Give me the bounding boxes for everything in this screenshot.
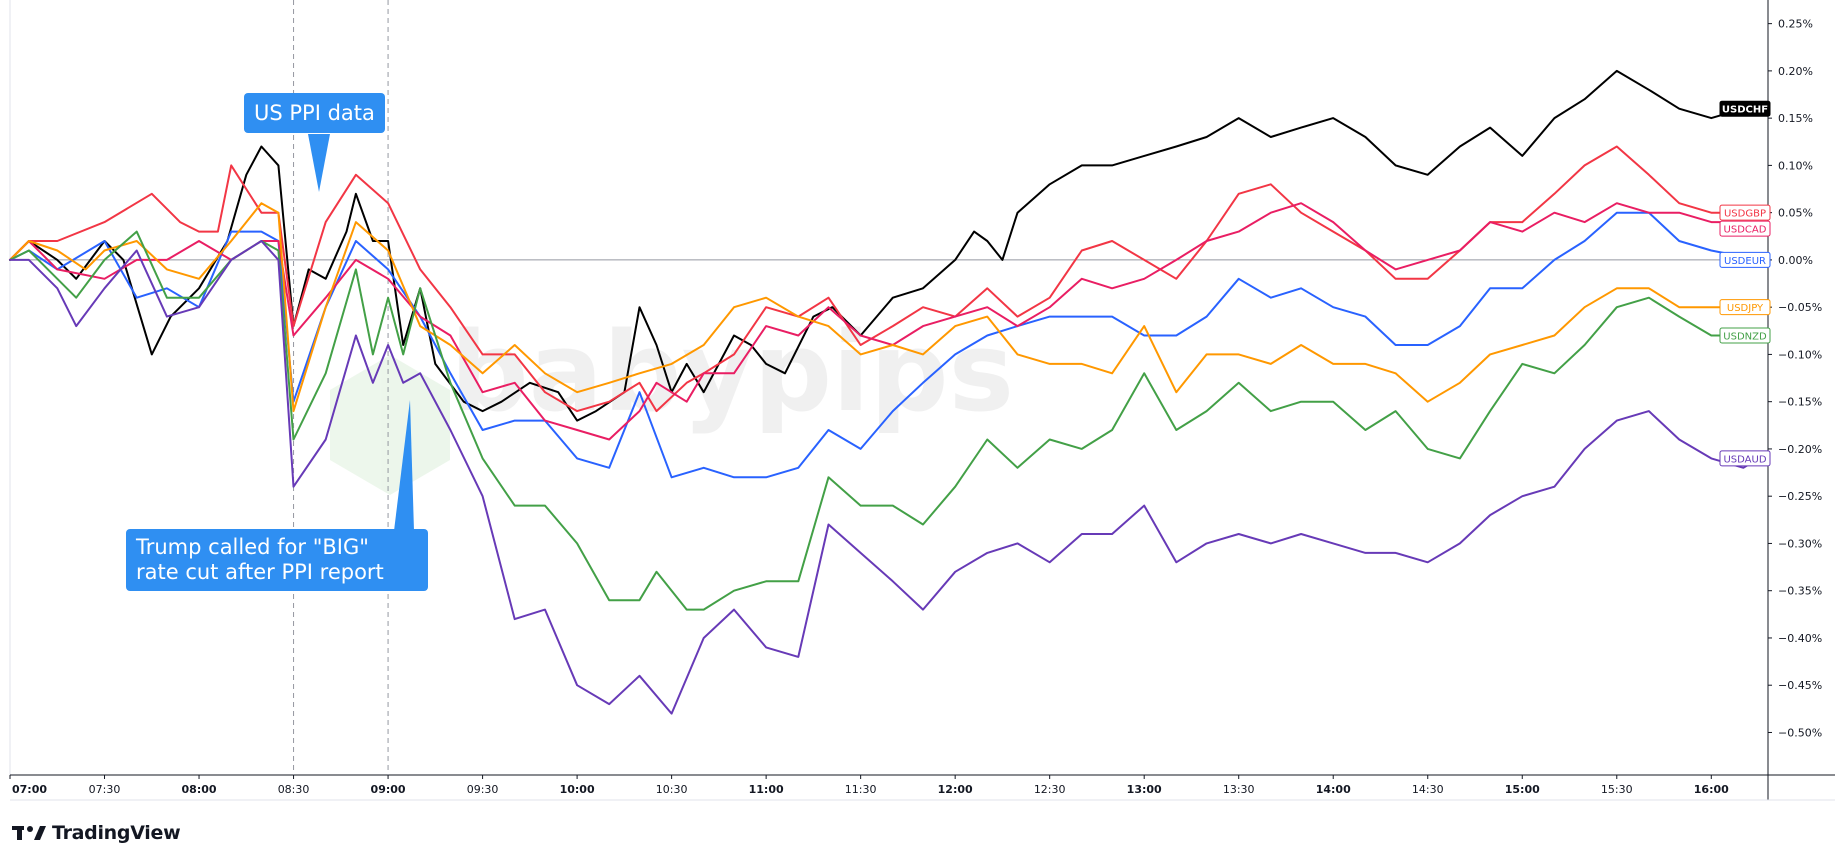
series-label-usdaud: USDAUD — [1723, 454, 1766, 465]
babypips-watermark-text: babypips — [450, 308, 1014, 436]
y-tick-label: 0.15% — [1778, 112, 1813, 125]
series-line-usdgbp — [9, 145, 1760, 413]
y-tick-label: −0.20% — [1778, 443, 1822, 456]
series-label-usdnzd: USDNZD — [1723, 332, 1767, 343]
callout-trump-rate-cut: Trump called for "BIG" rate cut after PP… — [126, 529, 428, 591]
series-label-usdcad: USDCAD — [1724, 225, 1767, 236]
y-tick-label: 0.05% — [1778, 207, 1813, 220]
callout-trump-line-2: rate cut after PPI report — [136, 560, 384, 584]
series-label-usdchf: USDCHF — [1722, 105, 1768, 116]
callout-trump-line-1: Trump called for "BIG" — [136, 535, 369, 559]
y-tick-label: −0.25% — [1778, 490, 1822, 503]
x-tick-label: 07:00 — [12, 783, 47, 796]
y-tick-label: −0.10% — [1778, 348, 1822, 361]
x-tick-label: 14:00 — [1316, 783, 1351, 796]
series-line-usdnzd — [9, 230, 1760, 611]
x-tick-label: 12:30 — [1034, 783, 1066, 796]
x-tick-label: 10:30 — [656, 783, 688, 796]
x-tick-label: 08:00 — [182, 783, 217, 796]
y-tick-label: −0.35% — [1778, 585, 1822, 598]
x-tick-label: 15:00 — [1505, 783, 1540, 796]
x-tick-label: 11:30 — [845, 783, 877, 796]
x-tick-label: 14:30 — [1412, 783, 1444, 796]
y-tick-label: −0.40% — [1778, 632, 1822, 645]
series-label-box-usdaud — [1719, 450, 1771, 467]
tradingview-logo-icon — [12, 826, 46, 840]
series-label-box-usdgbp — [1719, 204, 1771, 221]
series-label-box-usdeur — [1719, 251, 1771, 268]
series-label-box-usdcad — [1719, 220, 1771, 237]
x-tick-label: 11:00 — [749, 783, 784, 796]
x-tick-label: 10:00 — [560, 783, 595, 796]
callout-us-ppi: US PPI data — [244, 93, 385, 133]
y-tick-label: −0.30% — [1778, 537, 1822, 550]
series-label-usdgbp: USDGBP — [1724, 209, 1766, 220]
series-label-box-usdnzd — [1719, 327, 1771, 344]
x-tick-label: 16:00 — [1694, 783, 1729, 796]
x-tick-label: 07:30 — [89, 783, 121, 796]
callout-ppi-pointer — [308, 134, 330, 192]
x-tick-label: 09:00 — [371, 783, 406, 796]
babypips-watermark: babypips — [330, 308, 1014, 495]
x-tick-label: 08:30 — [278, 783, 310, 796]
x-tick-label: 09:30 — [467, 783, 499, 796]
y-tick-label: 0.00% — [1778, 254, 1813, 267]
y-tick-label: −0.50% — [1778, 726, 1822, 739]
series-label-box-usdchf — [1719, 100, 1771, 117]
babypips-logo-icon — [330, 355, 450, 495]
series-line-usdcad — [9, 202, 1760, 441]
callout-trump-pointer — [394, 400, 414, 531]
y-tick-label: 0.10% — [1778, 159, 1813, 172]
y-tick-label: −0.05% — [1778, 301, 1822, 314]
tradingview-brand[interactable]: TradingView — [12, 822, 181, 844]
y-tick-label: −0.45% — [1778, 679, 1822, 692]
series-line-usdaud — [9, 240, 1760, 715]
series-label-usdjpy: USDJPY — [1727, 303, 1764, 314]
y-tick-label: 0.20% — [1778, 65, 1813, 78]
x-tick-label: 13:00 — [1127, 783, 1162, 796]
y-tick-label: 0.25% — [1778, 18, 1813, 31]
series-line-usdeur — [9, 211, 1760, 479]
callout-ppi-text: US PPI data — [254, 101, 375, 125]
y-tick-label: −0.15% — [1778, 396, 1822, 409]
series-line-usdjpy — [9, 202, 1760, 413]
series-label-usdeur: USDEUR — [1724, 256, 1766, 267]
series-label-box-usdjpy — [1719, 299, 1771, 316]
tradingview-brand-name: TradingView — [52, 822, 181, 844]
x-tick-label: 15:30 — [1601, 783, 1633, 796]
x-tick-label: 13:30 — [1223, 783, 1255, 796]
x-tick-label: 12:00 — [938, 783, 973, 796]
